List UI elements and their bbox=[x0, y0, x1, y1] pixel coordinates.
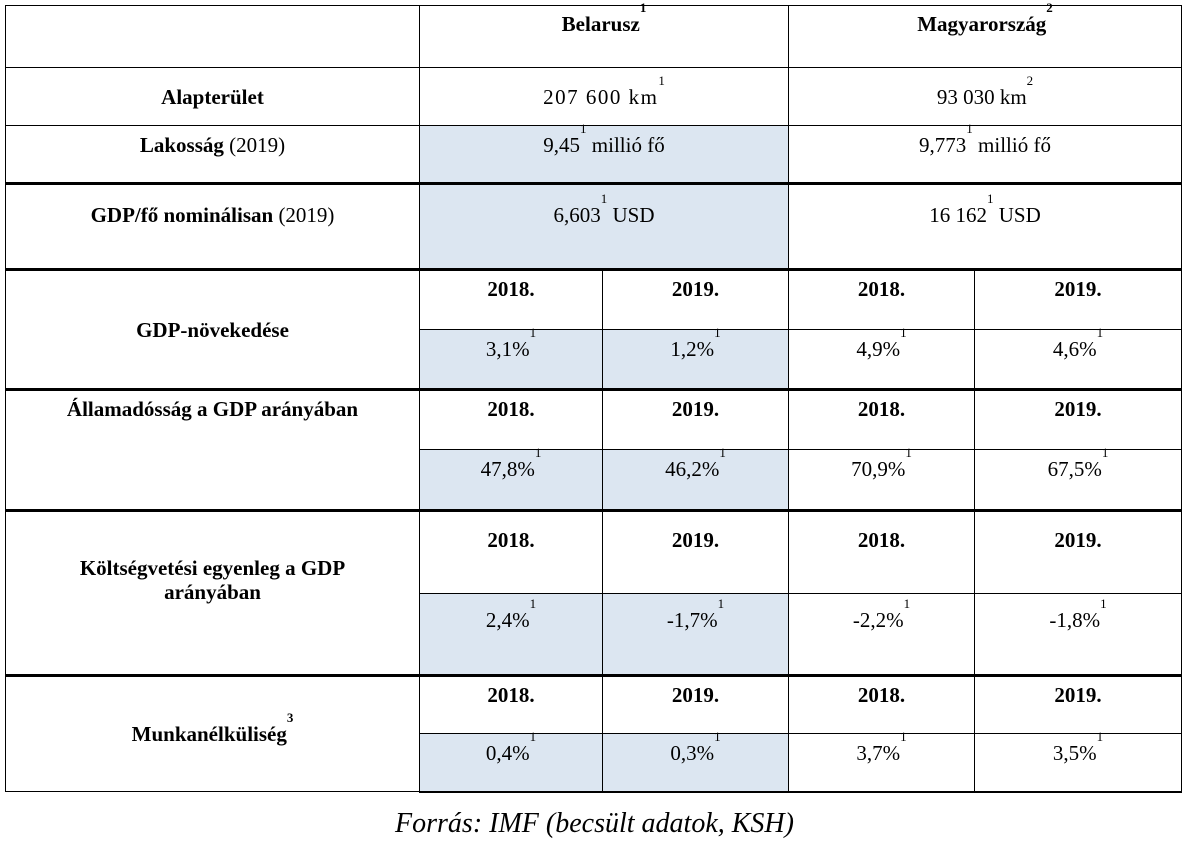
value-cell: -2,2%1 bbox=[788, 593, 975, 676]
year-cell: 2018. bbox=[419, 509, 603, 594]
gdp-growth-label: GDP-növekedése bbox=[5, 268, 420, 390]
gdp-growth-years-row: GDP-növekedése 2018. 2019. 2018. 2019. bbox=[5, 268, 1183, 390]
value-cell: 4,9%1 bbox=[788, 326, 975, 390]
gdp-per-capita-belarus: 6,6031 USD bbox=[419, 182, 789, 270]
year-cell: 2019. bbox=[973, 674, 1183, 734]
gdp-per-capita-label: GDP/fő nominálisan (2019) bbox=[5, 182, 420, 270]
source-caption: Forrás: IMF (becsült adatok, KSH) bbox=[395, 808, 794, 839]
unemployment-label: Munkanélküliség3 bbox=[5, 674, 420, 792]
value-cell: 0,3%1 bbox=[602, 730, 789, 793]
public-debt-values-row: 47,8%1 46,2%1 70,9%1 67,5%1 bbox=[6, 446, 1183, 511]
value-cell: 1,2%1 bbox=[602, 326, 789, 390]
value-cell: 4,6%1 bbox=[973, 326, 1183, 390]
value-cell: -1,8%1 bbox=[973, 593, 1183, 676]
value-cell: 70,9%1 bbox=[788, 446, 975, 511]
budget-balance-label: Költségvetési egyenleg a GDP arányában bbox=[5, 509, 420, 676]
year-cell: 2019. bbox=[973, 268, 1183, 330]
value-cell: 3,5%1 bbox=[973, 730, 1183, 793]
year-cell: 2019. bbox=[602, 674, 789, 734]
population-hungary: 9,7731 millió fő bbox=[787, 122, 1183, 184]
year-cell: 2018. bbox=[788, 388, 975, 450]
header-empty-cell bbox=[5, 5, 420, 68]
value-cell: 0,4%1 bbox=[419, 730, 603, 793]
area-belarus: 207 600 km1 bbox=[419, 67, 789, 126]
value-cell: 67,5%1 bbox=[973, 446, 1183, 511]
value-cell: 3,1%1 bbox=[419, 326, 603, 390]
year-cell: 2019. bbox=[973, 509, 1183, 594]
year-cell: 2018. bbox=[419, 388, 603, 450]
unemployment-values-row: 0,4%1 0,3%1 3,7%1 3,5%1 bbox=[6, 730, 1183, 793]
area-hungary: 93 030 km2 bbox=[787, 67, 1183, 126]
public-debt-years-row: Államadósság a GDP arányában 2018. 2019.… bbox=[5, 388, 1183, 511]
year-cell: 2018. bbox=[419, 268, 603, 330]
year-cell: 2018. bbox=[788, 268, 975, 330]
year-cell: 2019. bbox=[602, 388, 789, 450]
area-row: Alapterület 207 600 km1 93 030 km2 bbox=[5, 67, 1183, 126]
population-label: Lakosság (2019) bbox=[5, 125, 420, 184]
population-row: Lakosság (2019) 9,451 millió fő 9,7731 m… bbox=[5, 122, 1183, 184]
year-cell: 2019. bbox=[602, 268, 789, 330]
value-cell: -1,7%1 bbox=[602, 593, 789, 676]
year-cell: 2018. bbox=[788, 509, 975, 594]
value-cell: 47,8%1 bbox=[419, 446, 603, 511]
country-header-belarus: Belarusz1 bbox=[419, 1, 789, 68]
country-header-hungary: Magyarország2 bbox=[787, 1, 1183, 68]
value-cell: 2,4%1 bbox=[419, 593, 603, 676]
header-row: Belarusz1 Magyarország2 bbox=[5, 1, 1183, 68]
unemployment-years-row: Munkanélküliség3 2018. 2019. 2018. 2019. bbox=[5, 674, 1183, 792]
year-cell: 2019. bbox=[602, 509, 789, 594]
value-cell: 46,2%1 bbox=[602, 446, 789, 511]
value-cell: 3,7%1 bbox=[788, 730, 975, 793]
population-belarus: 9,451 millió fő bbox=[419, 122, 789, 184]
area-label: Alapterület bbox=[5, 67, 420, 126]
budget-balance-years-row: Költségvetési egyenleg a GDP arányában 20… bbox=[5, 509, 1183, 676]
comparison-table: Belarusz1 Magyarország2 Alapterület 207 … bbox=[5, 1, 1183, 793]
public-debt-label: Államadósság a GDP arányában bbox=[5, 388, 420, 511]
gdp-growth-values-row: 3,1%1 1,2%1 4,9%1 4,6%1 bbox=[6, 326, 1183, 390]
year-cell: 2018. bbox=[419, 674, 603, 734]
year-cell: 2018. bbox=[788, 674, 975, 734]
gdp-per-capita-row: GDP/fő nominálisan (2019) 6,6031 USD 16 … bbox=[5, 182, 1183, 270]
gdp-per-capita-hungary: 16 1621 USD bbox=[787, 182, 1183, 270]
year-cell: 2019. bbox=[973, 388, 1183, 450]
